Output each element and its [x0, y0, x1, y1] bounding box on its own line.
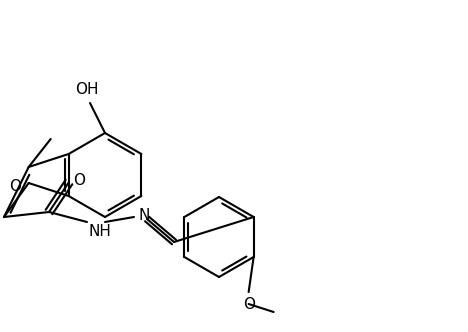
Text: O: O: [242, 297, 255, 312]
Text: NH: NH: [89, 224, 112, 239]
Text: O: O: [9, 179, 21, 194]
Text: O: O: [73, 173, 85, 188]
Text: OH: OH: [75, 82, 99, 97]
Text: N: N: [139, 208, 150, 222]
